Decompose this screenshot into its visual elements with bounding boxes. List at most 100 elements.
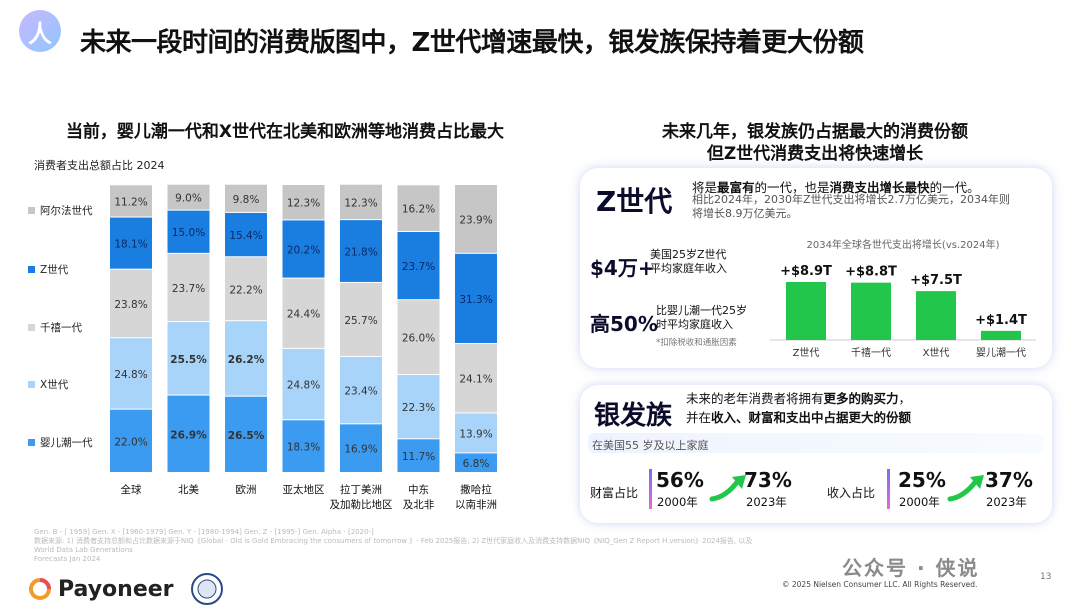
data-label: 11.2% (114, 196, 147, 208)
bar-segment (340, 356, 382, 424)
x-tick-label: 撒哈拉 (460, 483, 492, 496)
data-label: 23.7% (172, 283, 205, 295)
gen-z-heading: Z世代 (596, 185, 673, 218)
stat-income-value: $4万+ (590, 256, 655, 280)
right-title-line1: 未来几年，银发族仍占据最大的消费份额 (662, 122, 968, 142)
bar-segment (225, 184, 267, 212)
chart-caption: 消费者支出总额占比 2024 (34, 159, 165, 172)
data-label: +$8.9T (780, 264, 832, 279)
income-2023-year: 2023年 (986, 495, 1027, 509)
data-label: 26.9% (170, 429, 207, 441)
bar-segment (167, 322, 210, 395)
data-label: 6.8% (463, 458, 490, 470)
bar-segment (225, 257, 267, 321)
bar-segment (455, 413, 497, 453)
stat-compare-value: 高50% (590, 312, 658, 336)
x-tick-label: 以南非洲 (455, 498, 497, 511)
page-title: 未来一段时间的消费版图中，Z世代增速最快，银发族保持着更大份额 (80, 28, 864, 58)
trend-arrow-icon (709, 475, 746, 502)
wealth-2000-year: 2000年 (657, 495, 698, 509)
x-tick-label: 欧洲 (236, 484, 257, 496)
bar-segment (397, 375, 440, 439)
data-label: +$1.4T (975, 313, 1027, 328)
bar-segment (282, 278, 325, 348)
bar-segment (110, 409, 152, 472)
payoneer-logo: Payoneer (28, 572, 224, 606)
data-label: 9.0% (175, 193, 202, 205)
page-number: 13 (1040, 572, 1052, 582)
x-tick-label: 及北非 (403, 499, 435, 511)
bar-segment (340, 220, 382, 282)
bar-segment (225, 212, 267, 257)
bar-segment (455, 343, 497, 413)
data-label: 11.7% (402, 451, 435, 463)
bar-segment (110, 185, 152, 217)
data-label: 31.3% (459, 294, 492, 306)
data-label: 26.2% (228, 354, 265, 366)
bar-segment (282, 220, 325, 278)
x-tick-label: 拉丁美洲 (340, 483, 382, 496)
x-tick-label: 全球 (121, 483, 142, 496)
data-label: 16.9% (344, 444, 377, 456)
legend-swatch (28, 207, 35, 214)
growth-bar-chart: 2034年全球各世代支出将增长(vs.2024年) +$8.9T Z世代 +$8.8T… (770, 238, 1036, 359)
income-2023-value: 37% (985, 468, 1033, 492)
wealth-2023-year: 2023年 (746, 495, 787, 509)
bar-segment (282, 348, 325, 420)
bar-segment (282, 420, 325, 472)
bar (981, 330, 1021, 340)
wealth-divider (649, 469, 652, 509)
legend-swatch (28, 381, 35, 388)
data-label: 21.8% (344, 247, 377, 259)
data-label: 22.0% (114, 436, 147, 448)
bar-segment (340, 282, 382, 356)
bar-segment (340, 184, 382, 220)
bar (916, 291, 956, 340)
data-label: 13.9% (459, 428, 492, 440)
payoneer-ring-icon (29, 578, 51, 600)
data-label: 12.3% (344, 197, 377, 209)
right-title-line2: 但Z世代消费支出将快速增长 (706, 144, 924, 164)
bar-segment (455, 185, 497, 253)
left-panel-title: 当前，婴儿潮一代和X世代在北美和欧洲等地消费占比最大 (65, 122, 505, 142)
x-tick-label: 中东 (408, 483, 429, 496)
bar-segment (397, 231, 440, 300)
data-label: 12.3% (287, 198, 320, 210)
gen-z-description: 将是最富有的一代，也是消费支出增长最快的一代。 (692, 180, 980, 195)
data-label: 16.2% (402, 204, 435, 216)
data-label: 24.8% (114, 369, 147, 381)
legend-label: Z世代 (40, 264, 69, 276)
data-label: 23.4% (344, 386, 377, 398)
bar-segment (225, 321, 267, 396)
bar-segment (110, 269, 152, 338)
data-label: 26.0% (402, 333, 435, 345)
x-tick-label: 亚太地区 (283, 483, 325, 496)
silver-heading: 银发族 (594, 401, 673, 431)
data-label: 25.7% (344, 315, 377, 327)
stat-compare-label: 比婴儿潮一代25岁 时平均家庭收入 (656, 304, 747, 331)
legend-swatch (28, 266, 35, 273)
x-tick-label: 北美 (178, 483, 199, 496)
bar-segment (110, 338, 152, 409)
bar-segment (110, 217, 152, 269)
income-divider (887, 469, 890, 509)
data-label: 18.3% (287, 442, 320, 454)
legend-label: X世代 (40, 379, 69, 391)
stat-compare-note: *扣除税收和通胀因素 (656, 338, 737, 348)
income-share-label: 收入占比 (827, 486, 876, 500)
bar-segment (167, 184, 210, 210)
bar-segment (167, 210, 210, 253)
data-label: 18.1% (114, 239, 147, 251)
legend-label: 婴儿潮一代 (40, 436, 93, 449)
stat-income-label: 美国25岁Z世代 平均家庭年收入 (650, 248, 727, 275)
data-label: 23.8% (114, 299, 147, 311)
bar-segment (397, 185, 440, 231)
data-label: 25.5% (170, 354, 207, 366)
bar-segment (340, 424, 382, 472)
bar-segment (397, 439, 440, 472)
bar-segment (167, 395, 210, 472)
legend-swatch (28, 439, 35, 446)
x-tick-label: Z世代 (793, 347, 820, 359)
data-label: 23.7% (402, 261, 435, 273)
